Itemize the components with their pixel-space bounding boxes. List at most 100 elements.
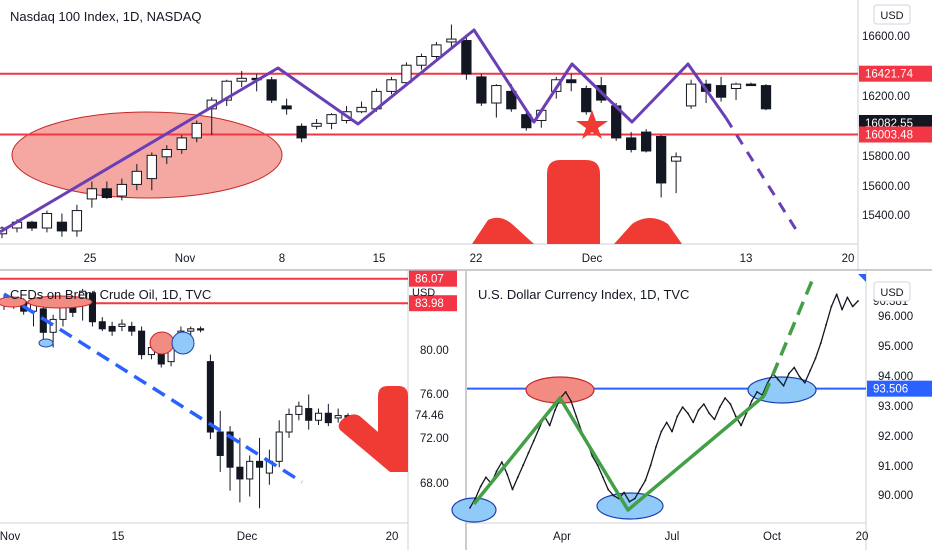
candle [641, 129, 652, 153]
candle-body-up [71, 210, 83, 232]
candle [446, 24, 457, 48]
y-tick-label: 96.000 [878, 311, 913, 323]
dxy-data-point [681, 406, 684, 409]
dxy-data-point [788, 372, 790, 375]
price-tag-label: 16003.48 [865, 129, 913, 141]
candle [326, 113, 337, 130]
dxy-currency-label[interactable]: USD [880, 287, 903, 299]
candle-body-up [416, 56, 427, 66]
nasdaq-levels [0, 72, 858, 136]
candle-body-down [206, 361, 214, 433]
price-tag-box [867, 380, 932, 397]
dxy-data-point [538, 427, 540, 430]
y-tick-label: 95.000 [878, 341, 913, 353]
candle-body-down [760, 85, 772, 110]
candle [221, 79, 232, 106]
dxy-data-point [841, 308, 843, 311]
price-tag-label: 83.98 [415, 298, 444, 310]
candle [128, 321, 136, 336]
candle-body-up [191, 122, 202, 139]
price-tag-box [859, 65, 932, 82]
candle [161, 145, 172, 165]
x-tick-label: Nov [175, 253, 196, 265]
brent-red-ellipse-small [27, 295, 93, 309]
x-tick-label: 20 [856, 531, 869, 543]
price-tag-box [409, 295, 457, 312]
candle-body-down [26, 221, 38, 229]
y-tick-label: 16200.00 [862, 91, 910, 103]
candle [191, 120, 202, 143]
brent-blue-ellipse [171, 331, 195, 355]
dxy-data-point [851, 305, 854, 308]
nasdaq-title: Nasdaq 100 Index, 1D, NASDAQ [10, 9, 202, 24]
brent-title: CFDs on Brent Crude Oil, 1D, TVC [10, 287, 211, 302]
candle-body-up [491, 85, 502, 104]
dxy-title: U.S. Dollar Currency Index, 1D, TVC [478, 287, 689, 302]
dxy-data-point [601, 476, 604, 479]
price-tag-box [409, 270, 457, 287]
dxy-data-point [644, 479, 647, 482]
candle-body-down [226, 431, 234, 468]
dxy-data-point [697, 409, 700, 412]
brent-price-tags: 86.07 83.98 74.46 [409, 270, 457, 422]
y-tick-label: 93.000 [878, 401, 913, 413]
brent-y-tick-labels: 80.00 76.00 72.00 68.00 [420, 345, 449, 490]
candle [386, 76, 397, 95]
candle [118, 319, 126, 332]
dxy-blue-ellipse-left [451, 497, 497, 523]
candle-body-up [236, 77, 247, 82]
candle [86, 181, 98, 208]
dxy-data-point [756, 391, 758, 393]
candle [98, 317, 106, 332]
dxy-data-point [623, 491, 626, 494]
candle [760, 84, 772, 111]
candle [431, 41, 442, 60]
nasdaq-currency-box[interactable] [873, 4, 911, 25]
dxy-y-tick-labels: 96.000 95.000 94.000 93.000 92.000 91.000 90.0… [878, 311, 913, 502]
candle [26, 220, 38, 231]
dxy-data-point [718, 406, 721, 409]
candle [476, 73, 487, 106]
dxy-data-point [846, 296, 849, 299]
x-tick-label: 22 [470, 253, 483, 265]
candle-body-down [197, 328, 205, 331]
candle [216, 410, 224, 472]
candle [715, 76, 727, 102]
candle [685, 79, 697, 109]
price-tag-label: 93.506 [873, 384, 908, 396]
candle-body-down [101, 188, 113, 198]
dxy-data-point [819, 342, 822, 344]
x-tick-label: 13 [740, 253, 753, 265]
candle [745, 82, 757, 87]
candle [295, 401, 303, 421]
y-tick-label: 16600.00 [862, 31, 910, 43]
dxy-corner-marker [858, 274, 866, 282]
dxy-data-point [479, 485, 482, 488]
dxy-data-point [495, 470, 498, 473]
dxy-data-point [516, 476, 519, 479]
candle-body-up [86, 188, 98, 200]
candle [266, 76, 277, 104]
candle-body-down [255, 460, 264, 468]
dxy-data-point [809, 369, 812, 372]
candle [71, 204, 83, 237]
nasdaq-currency-label[interactable]: USD [880, 10, 903, 22]
dxy-currency-box[interactable] [873, 281, 911, 302]
candle [197, 326, 205, 333]
dxy-data-point [506, 473, 509, 476]
nasdaq-panel: 16600.00 16200.00 15800.00 15600.00 15400.00… [0, 0, 932, 270]
dxy-data-point [655, 445, 657, 448]
dxy-data-point [803, 381, 806, 384]
price-tag-box [859, 126, 932, 143]
dxy-data-point [564, 391, 567, 393]
candle [138, 326, 146, 360]
dxy-blue-ellipse-top [747, 376, 817, 404]
candle-body-up [730, 83, 742, 89]
dxy-data-point [798, 375, 801, 378]
candle-body-down [461, 40, 472, 75]
nasdaq-y-tick-labels: 16600.00 16200.00 15800.00 15600.00 15400.00 [862, 31, 910, 222]
brent-currency-label[interactable]: USD [412, 287, 435, 299]
candle [416, 53, 427, 70]
x-tick-label: Dec [582, 253, 603, 265]
candle-body-up [118, 323, 126, 327]
